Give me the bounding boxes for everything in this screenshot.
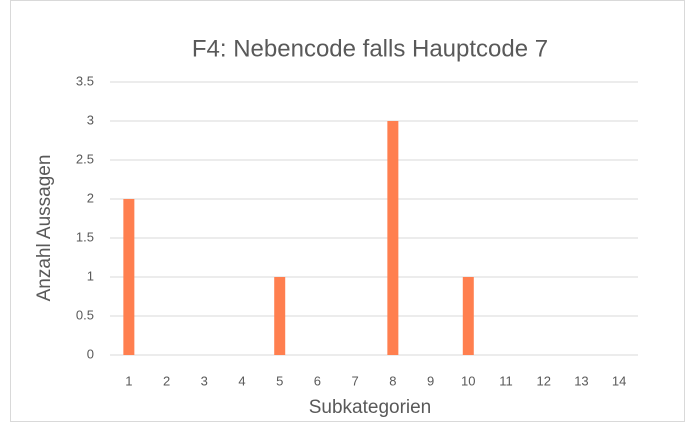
x-tick-label: 2 xyxy=(163,373,170,388)
x-tick-label: 14 xyxy=(612,373,626,388)
x-tick-label: 13 xyxy=(574,373,588,388)
bar xyxy=(274,277,286,355)
y-tick-label: 2.5 xyxy=(76,151,94,166)
chart-border xyxy=(10,0,685,422)
chart-title: F4: Nebencode falls Hauptcode 7 xyxy=(192,35,548,62)
bar xyxy=(387,121,399,355)
y-axis-label: Anzahl Aussagen xyxy=(34,155,55,302)
bar xyxy=(123,199,135,355)
y-tick-label: 0.5 xyxy=(76,307,94,322)
y-tick-label: 1.5 xyxy=(76,229,94,244)
x-tick-label: 9 xyxy=(427,373,434,388)
x-tick-label: 6 xyxy=(314,373,321,388)
x-tick-label: 1 xyxy=(125,373,132,388)
y-tick-label: 2 xyxy=(87,190,94,205)
x-axis-label: Subkategorien xyxy=(309,397,432,418)
x-tick-label: 10 xyxy=(461,373,475,388)
x-tick-label: 8 xyxy=(389,373,396,388)
bar xyxy=(462,277,474,355)
x-tick-label: 5 xyxy=(276,373,283,388)
y-tick-label: 0 xyxy=(87,346,94,361)
x-tick-label: 3 xyxy=(201,373,208,388)
y-tick-label: 1 xyxy=(87,268,94,283)
x-tick-label: 12 xyxy=(536,373,550,388)
x-tick-label: 7 xyxy=(352,373,359,388)
x-tick-label: 11 xyxy=(499,373,513,388)
y-tick-label: 3.5 xyxy=(76,73,94,88)
x-tick-label: 4 xyxy=(238,373,245,388)
y-tick-label: 3 xyxy=(87,112,94,127)
